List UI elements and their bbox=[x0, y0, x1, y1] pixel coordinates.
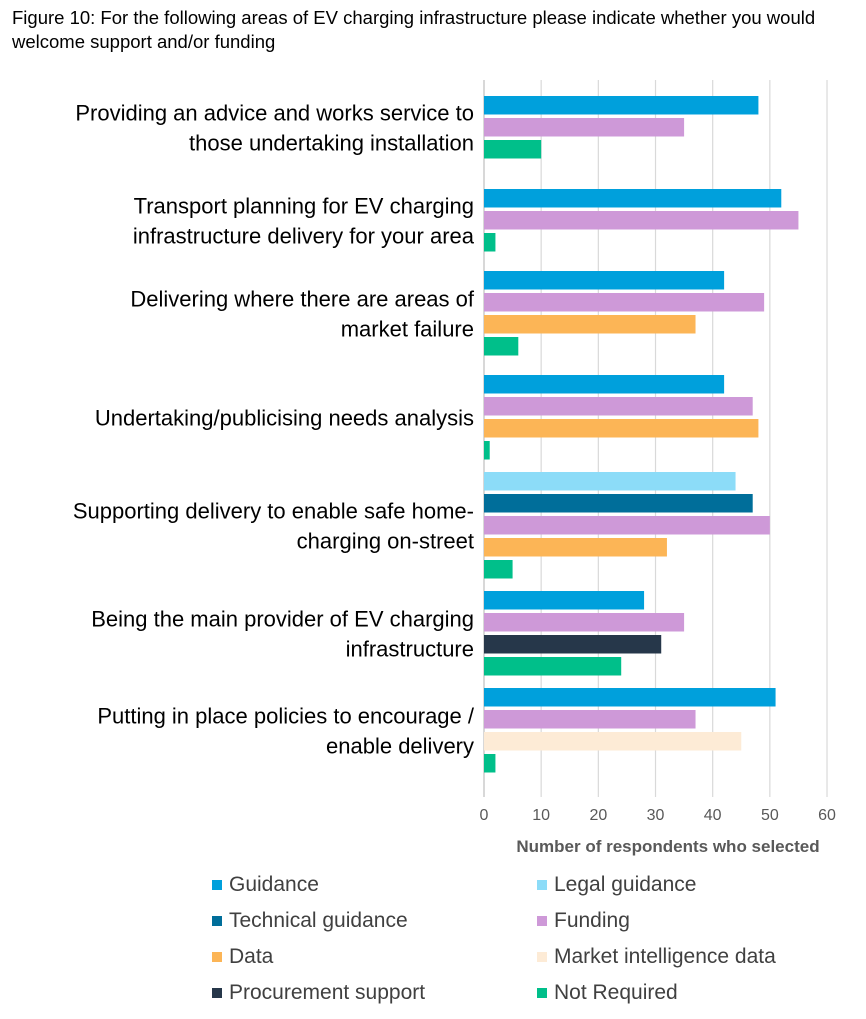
x-tick-label: 0 bbox=[480, 807, 489, 824]
legend-swatch bbox=[212, 951, 222, 962]
bar-guidance bbox=[484, 271, 725, 290]
legend-item: Funding bbox=[537, 909, 837, 932]
legend-label: Guidance bbox=[229, 872, 319, 896]
legend-swatch bbox=[212, 879, 222, 890]
bar-legal-guidance bbox=[484, 472, 736, 491]
bar-guidance bbox=[484, 375, 725, 394]
legend-swatch bbox=[537, 987, 547, 998]
x-tick-label: 10 bbox=[532, 807, 550, 824]
x-tick-label: 50 bbox=[761, 807, 779, 824]
bar-guidance bbox=[484, 688, 776, 707]
category-label: infrastructure delivery for your area bbox=[133, 223, 475, 248]
category-label: charging on-street bbox=[297, 528, 474, 553]
legend-swatch bbox=[537, 879, 547, 890]
bar-not-required bbox=[484, 233, 496, 252]
bar-data bbox=[484, 315, 696, 334]
category-labels: Providing an advice and works service to… bbox=[73, 100, 475, 758]
category-label: Supporting delivery to enable safe home- bbox=[73, 498, 474, 523]
bars bbox=[484, 96, 799, 773]
legend: Guidance Legal guidance Technical guidance… bbox=[212, 873, 852, 1004]
bar-funding bbox=[484, 516, 770, 535]
x-tick-label: 30 bbox=[647, 807, 665, 824]
category-label: infrastructure bbox=[346, 636, 474, 661]
bar-funding bbox=[484, 397, 753, 416]
category-label: Delivering where there are areas of bbox=[130, 286, 475, 311]
legend-item: Not Required bbox=[537, 981, 837, 1004]
category-label: enable delivery bbox=[326, 733, 474, 758]
bar-data bbox=[484, 419, 759, 438]
bar-market-intelligence-data bbox=[484, 732, 742, 751]
x-tick-labels: 0 10 20 30 40 50 60 bbox=[480, 807, 836, 824]
category-label: market failure bbox=[341, 316, 474, 341]
bar-funding bbox=[484, 710, 696, 729]
category-label: those undertaking installation bbox=[189, 130, 474, 155]
bar-not-required bbox=[484, 140, 542, 159]
legend-label: Technical guidance bbox=[229, 908, 408, 932]
legend-item: Guidance bbox=[212, 873, 537, 896]
bar-funding bbox=[484, 613, 685, 632]
figure-title: Figure 10: For the following areas of EV… bbox=[12, 7, 816, 52]
bar-funding bbox=[484, 118, 685, 137]
legend-label: Procurement support bbox=[229, 980, 426, 1004]
legend-item: Procurement support bbox=[212, 981, 537, 1004]
x-tick-label: 40 bbox=[704, 807, 722, 824]
legend-item: Data bbox=[212, 945, 537, 968]
bar-guidance bbox=[484, 591, 645, 610]
bar-data bbox=[484, 538, 667, 557]
bar-not-required bbox=[484, 657, 622, 676]
category-label: Putting in place policies to encourage / bbox=[97, 703, 475, 728]
bar-not-required bbox=[484, 441, 490, 460]
x-tick-label: 20 bbox=[589, 807, 607, 824]
bar-guidance bbox=[484, 96, 759, 115]
bar-not-required bbox=[484, 337, 519, 356]
category-label: Being the main provider of EV charging bbox=[91, 606, 474, 631]
bar-funding bbox=[484, 293, 765, 312]
x-tick-label: 60 bbox=[818, 807, 836, 824]
legend-label: Legal guidance bbox=[554, 872, 697, 896]
category-label: Providing an advice and works service to bbox=[75, 100, 474, 125]
bar-guidance bbox=[484, 189, 782, 208]
category-label: Undertaking/publicising needs analysis bbox=[95, 405, 474, 430]
x-axis-title: Number of respondents who selected bbox=[516, 837, 819, 856]
legend-item: Technical guidance bbox=[212, 909, 537, 932]
legend-swatch bbox=[537, 915, 547, 926]
bar-technical-guidance bbox=[484, 494, 753, 513]
category-label: Transport planning for EV charging bbox=[134, 193, 474, 218]
bar-chart: Providing an advice and works service to… bbox=[73, 80, 836, 856]
legend-item: Legal guidance bbox=[537, 873, 837, 896]
bar-not-required bbox=[484, 754, 496, 773]
legend-swatch bbox=[212, 915, 222, 926]
legend-label: Market intelligence data bbox=[554, 944, 776, 968]
bar-procurement-support bbox=[484, 635, 662, 654]
bar-funding bbox=[484, 211, 799, 230]
legend-swatch bbox=[537, 951, 547, 962]
legend-swatch bbox=[212, 987, 222, 998]
legend-label: Not Required bbox=[554, 980, 678, 1004]
legend-label: Funding bbox=[554, 908, 630, 932]
legend-item: Market intelligence data bbox=[537, 945, 837, 968]
legend-label: Data bbox=[229, 944, 274, 968]
bar-not-required bbox=[484, 560, 513, 579]
